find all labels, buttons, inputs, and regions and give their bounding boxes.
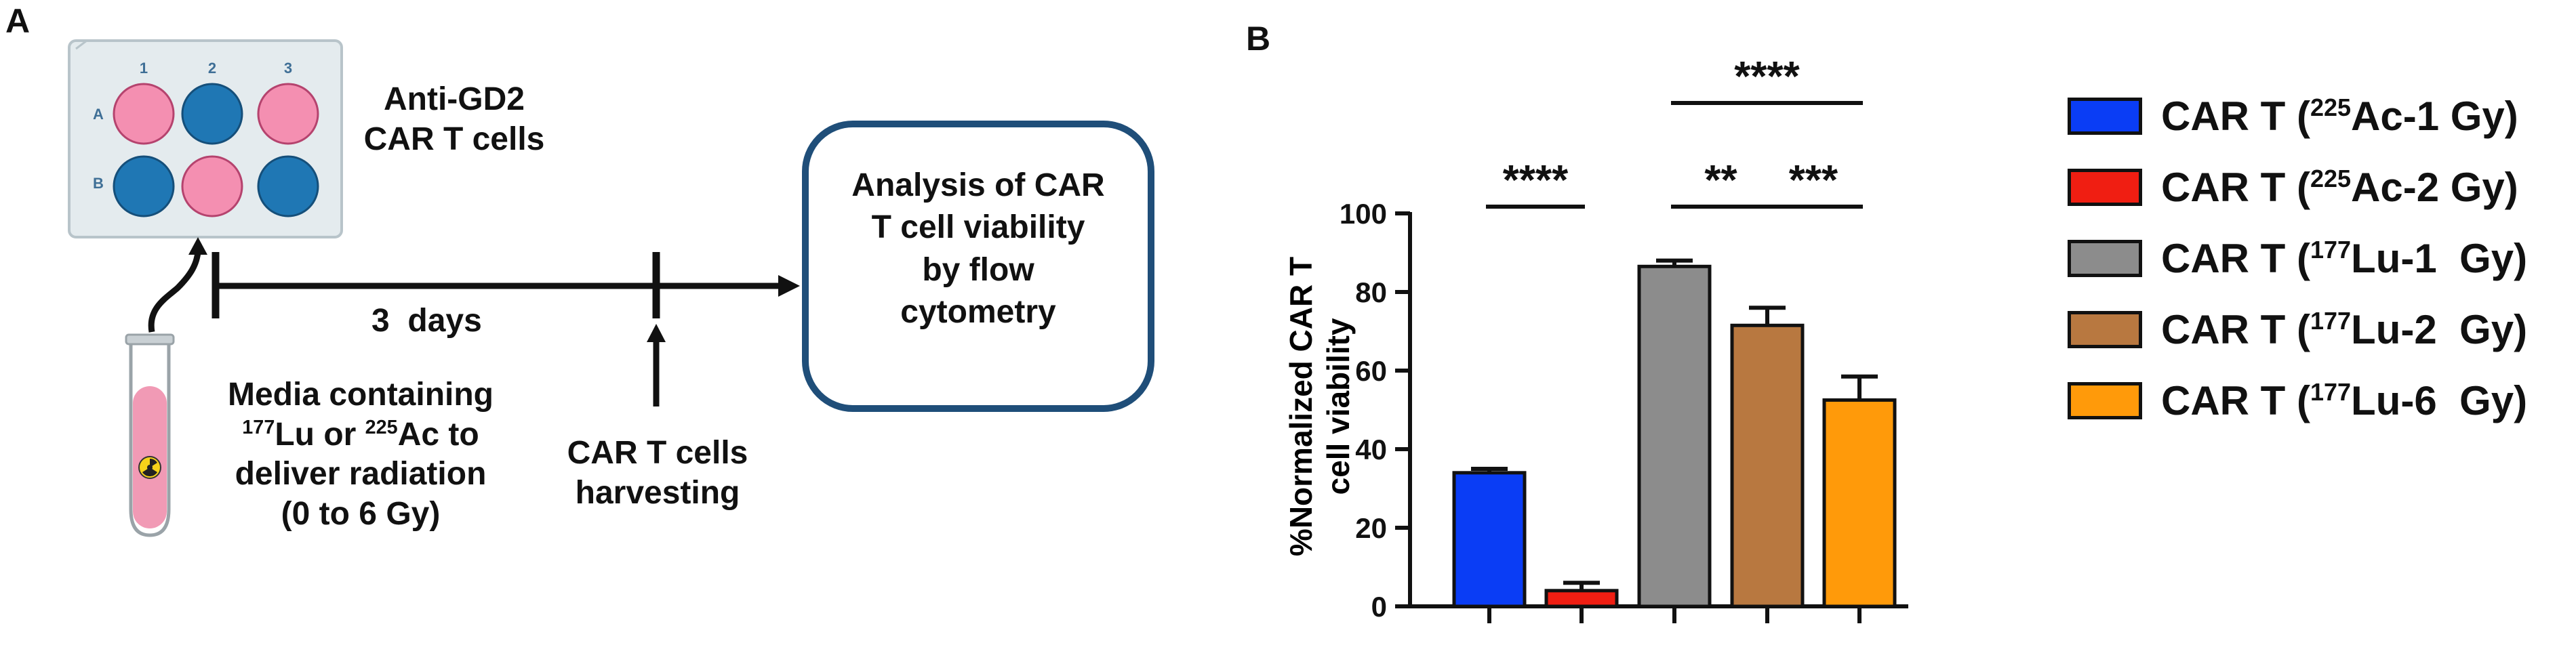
plate-col-label: 1	[140, 60, 148, 77]
well-plate: 1 2 3 A B	[68, 39, 343, 238]
analysis-box	[802, 121, 1154, 412]
harvest-arrow-head	[647, 324, 666, 342]
media-line3: deliver radiation	[235, 456, 487, 493]
radiation-icon-blade	[150, 458, 157, 467]
well	[257, 155, 319, 217]
legend-item: CAR T (177Lu-2 Gy)	[2068, 306, 2528, 352]
media-line4: (0 to 6 Gy)	[281, 495, 441, 532]
y-tick-label: 0	[1371, 591, 1387, 623]
cells-label: Anti-GD2 CAR T cells	[353, 80, 556, 159]
bar	[1822, 398, 1897, 608]
legend-swatch	[2068, 97, 2142, 135]
media-lu-sup: 177	[242, 416, 275, 438]
media-line2: 177Lu or 225Ac to	[184, 415, 537, 455]
legend-swatch	[2068, 239, 2142, 277]
harvest-line2: harvesting	[575, 474, 740, 511]
y-axis-label: cell viability	[1321, 318, 1356, 495]
y-tick-label: 80	[1355, 276, 1387, 308]
plate-row-label: B	[93, 175, 104, 192]
media-ac-text: Ac to	[397, 416, 479, 453]
significance-label: ****	[1734, 54, 1800, 100]
legend-item: CAR T (177Lu-1 Gy)	[2068, 235, 2528, 281]
plate-row-label: A	[93, 106, 104, 123]
tube-rim	[125, 333, 175, 346]
legend-item: CAR T (225Ac-1 Gy)	[2068, 93, 2518, 139]
analysis-line: cytometry	[900, 294, 1056, 331]
analysis-line: Analysis of CAR	[851, 167, 1105, 203]
chart-legend: CAR T (225Ac-1 Gy) CAR T (225Ac-2 Gy) CA…	[2068, 93, 2569, 447]
bar	[1452, 471, 1527, 608]
chart-significance: **** ** *******	[1486, 54, 1863, 209]
well	[257, 83, 319, 145]
significance-label: ***	[1789, 157, 1838, 204]
tube-wall	[129, 339, 171, 537]
radiation-icon-blade	[142, 467, 157, 477]
media-ac-sup: 225	[365, 416, 398, 438]
y-tick-label: 20	[1355, 512, 1387, 544]
plate-col-label: 3	[284, 60, 292, 77]
legend-label: CAR T (225Ac-1 Gy)	[2161, 93, 2518, 139]
well	[113, 155, 175, 217]
plate-corner	[75, 39, 87, 50]
plate-col-label: 2	[208, 60, 216, 77]
well	[113, 83, 175, 145]
y-axis-label: %Normalized CAR T	[1283, 257, 1319, 556]
panel-a-diagram: 1 2 3 A B	[68, 39, 1154, 537]
well	[181, 155, 243, 217]
legend-label: CAR T (177Lu-2 Gy)	[2161, 306, 2528, 352]
analysis-line: by flow	[922, 251, 1034, 288]
well	[181, 83, 243, 145]
legend-item: CAR T (177Lu-6 Gy)	[2068, 377, 2528, 423]
radiation-tube	[125, 333, 175, 537]
y-tick-label: 60	[1355, 355, 1387, 387]
significance-label: **	[1704, 157, 1737, 204]
legend-label: CAR T (225Ac-2 Gy)	[2161, 164, 2518, 210]
harvest-line1: CAR T cells	[567, 435, 748, 471]
media-label: Media containing 177Lu or 225Ac to deliv…	[184, 375, 537, 534]
cells-label-line1: Anti-GD2	[384, 81, 525, 117]
chart-bars	[1452, 258, 1897, 608]
legend-item: CAR T (225Ac-2 Gy)	[2068, 164, 2518, 210]
analysis-line: T cell viability	[871, 209, 1085, 246]
curved-arrow-head	[188, 237, 207, 255]
curved-arrow	[148, 251, 201, 333]
legend-swatch	[2068, 168, 2142, 206]
media-lu-text: Lu or	[275, 416, 365, 453]
legend-swatch	[2068, 381, 2142, 419]
harvest-label: CAR T cells harvesting	[536, 434, 780, 513]
y-tick-label: 100	[1340, 198, 1387, 230]
panel-a-label: A	[5, 2, 31, 40]
timeline-arrow-head	[778, 275, 800, 297]
y-tick-label: 40	[1355, 434, 1387, 465]
panel-b-label: B	[1246, 20, 1271, 58]
legend-label: CAR T (177Lu-1 Gy)	[2161, 235, 2528, 281]
days-label: 3 days	[371, 303, 482, 339]
legend-swatch	[2068, 310, 2142, 348]
bar	[1730, 323, 1805, 608]
cells-label-line2: CAR T cells	[363, 121, 545, 157]
bar	[1544, 589, 1619, 608]
analysis-box-text: Analysis of CAR T cell viability by flow…	[812, 165, 1144, 334]
significance-label: ****	[1503, 157, 1569, 204]
legend-label: CAR T (177Lu-6 Gy)	[2161, 377, 2528, 423]
bar	[1637, 264, 1712, 608]
media-line1: Media containing	[227, 377, 494, 413]
